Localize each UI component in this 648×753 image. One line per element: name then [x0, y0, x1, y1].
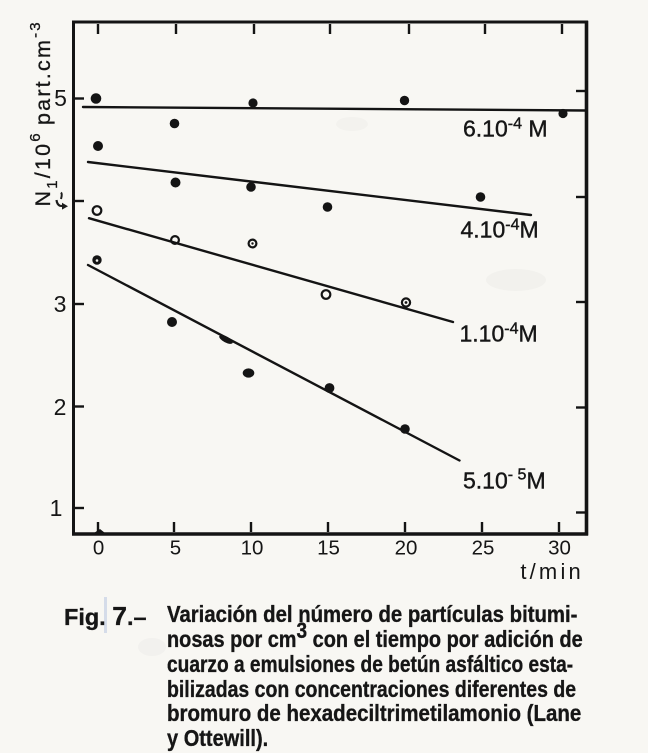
- svg-text:1: 1: [50, 495, 63, 521]
- svg-text:10: 10: [241, 537, 264, 560]
- svg-text:5: 5: [54, 85, 67, 111]
- svg-text:5: 5: [170, 537, 181, 560]
- svg-text:2: 2: [54, 394, 67, 420]
- svg-text:1.10-4M: 1.10-4M: [460, 321, 538, 347]
- svg-text:0: 0: [93, 537, 104, 560]
- svg-text:20: 20: [395, 537, 418, 560]
- svg-text:3: 3: [54, 291, 67, 317]
- svg-text:5.10- 5M: 5.10- 5M: [463, 467, 546, 494]
- svg-text:15: 15: [317, 537, 340, 560]
- svg-text:t/min: t/min: [520, 559, 584, 584]
- svg-text:6.10-4 M: 6.10-4 M: [463, 116, 548, 142]
- svg-text:25: 25: [472, 537, 495, 560]
- svg-text:4.10-4M: 4.10-4M: [461, 217, 539, 243]
- svg-text:30: 30: [548, 537, 571, 560]
- svg-text:N1/106 part.cm-3: N1/106 part.cm-3: [27, 20, 61, 206]
